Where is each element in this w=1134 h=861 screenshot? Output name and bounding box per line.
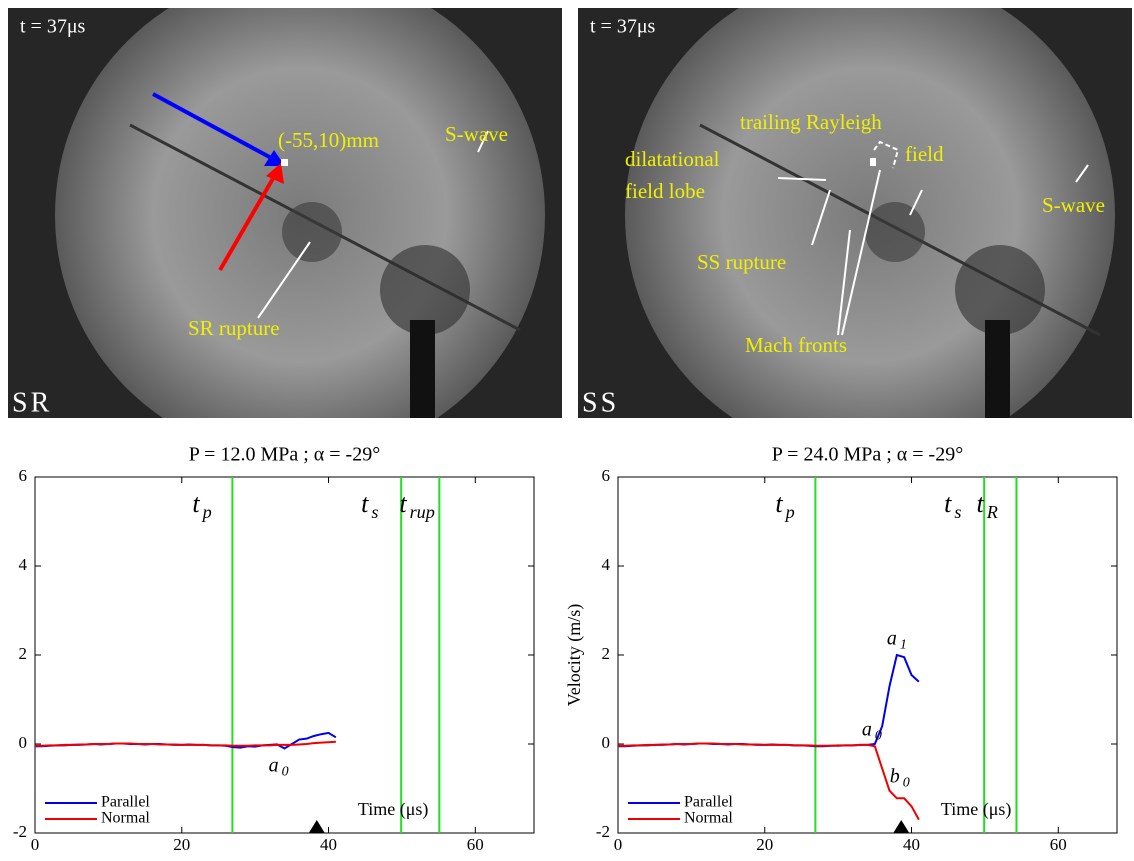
lobe-label: dilatational [625, 147, 720, 171]
event-label-base: t [775, 489, 783, 518]
rupture-label: SS rupture [697, 250, 786, 274]
wave-label: S-wave [445, 122, 508, 146]
y-tick-label: 0 [19, 733, 28, 752]
wave-label: S-wave [1042, 193, 1105, 217]
x-tick-label: 40 [320, 835, 337, 854]
rayleigh-label: field [905, 142, 944, 166]
chart-title: P = 12.0 MPa ; α = -29° [189, 444, 380, 466]
annotation-base: a [862, 718, 872, 740]
rayleigh-label: trailing Rayleigh [740, 110, 882, 134]
x-tick-label: 60 [467, 835, 484, 854]
legend-label: Normal [101, 810, 150, 827]
event-label-sub: p [784, 502, 795, 522]
y-tick-label: 6 [602, 466, 611, 485]
event-label: t rup [399, 489, 435, 522]
series-line [35, 740, 336, 747]
time-label: t = 37μs [590, 16, 656, 38]
event-label-sub: p [201, 502, 212, 522]
point-label: (-55,10)mm [278, 128, 379, 152]
x-tick-label: 20 [173, 835, 190, 854]
lobe-label: field lobe [625, 179, 705, 203]
x-tick-label: 0 [31, 835, 40, 854]
y-tick-label: 4 [19, 555, 28, 574]
legend-label: Parallel [684, 794, 733, 811]
mach-label: Mach fronts [745, 333, 847, 357]
time-marker [308, 820, 325, 833]
event-label-sub: s [954, 502, 961, 522]
y-tick-label: 6 [19, 466, 28, 485]
y-tick-label: 0 [602, 733, 611, 752]
time-marker [893, 820, 910, 833]
annotation-base: b [890, 765, 900, 787]
plot-area [34, 476, 535, 834]
x-tick-label: 20 [756, 835, 773, 854]
annotation-sub: 1 [900, 638, 907, 653]
y-axis-label: Velocity (m/s) [564, 604, 585, 706]
annotation-base: a [269, 754, 279, 776]
y-tick-label: 4 [602, 555, 611, 574]
legend-label: Normal [684, 810, 733, 827]
y-tick-label: -2 [13, 822, 27, 841]
event-label-base: t [361, 489, 369, 518]
x-axis-label: Time (μs) [941, 799, 1012, 820]
annotation-sub: 0 [282, 764, 289, 779]
legend-label: Parallel [101, 794, 150, 811]
x-tick-label: 60 [1050, 835, 1067, 854]
event-label-base: t [976, 489, 984, 518]
annotation-sub: 0 [903, 776, 910, 791]
event-label-sub: s [371, 502, 378, 522]
panel-label: SS [582, 387, 619, 418]
x-axis-label: Time (μs) [358, 799, 429, 820]
event-label-base: t [399, 489, 407, 518]
photo-sr: t = 37μs SR (-55,10)mm S-wave SR rupture [8, 8, 562, 418]
annotation-base: a [887, 627, 897, 649]
x-tick-label: 40 [903, 835, 920, 854]
rupture-label: SR rupture [188, 316, 280, 340]
x-tick-label: 0 [614, 835, 623, 854]
y-tick-label: 2 [602, 644, 611, 663]
event-label-base: t [944, 489, 952, 518]
chart-title: P = 24.0 MPa ; α = -29° [772, 444, 963, 466]
event-label-sub: rup [410, 502, 435, 522]
event-label-base: t [192, 489, 200, 518]
annotation-sub: 0 [875, 729, 882, 744]
time-label: t = 37μs [20, 16, 86, 38]
series-line [618, 742, 920, 821]
panel-label: SR [12, 387, 52, 418]
event-label-sub: R [986, 502, 998, 522]
photo-ss: t = 37μs SS dilatational field lobe trai… [578, 8, 1132, 418]
plot-area [617, 476, 1118, 834]
y-tick-label: -2 [596, 822, 610, 841]
y-tick-label: 2 [19, 644, 28, 663]
